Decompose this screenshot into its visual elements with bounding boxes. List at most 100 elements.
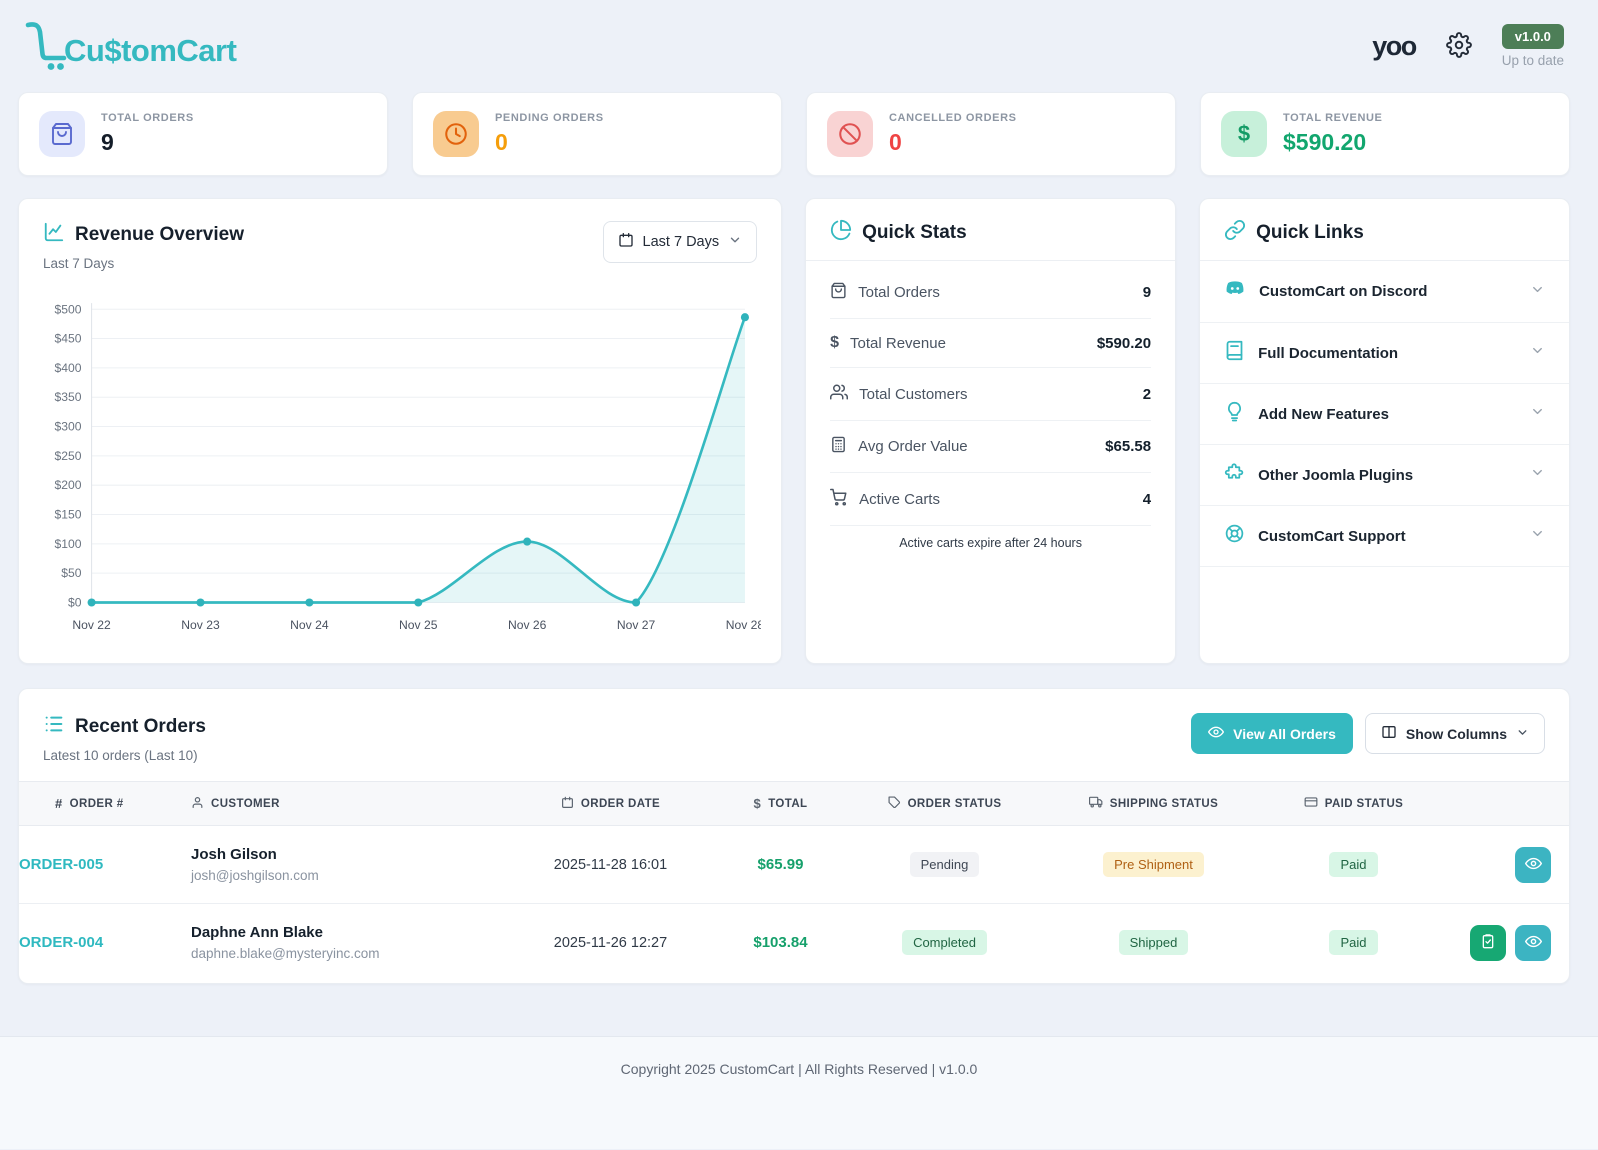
svg-text:Nov 28: Nov 28 bbox=[726, 618, 761, 632]
shipping-status-badge: Pre Shipment bbox=[1103, 852, 1204, 877]
tag-icon bbox=[888, 795, 901, 812]
col-order-status: ORDER STATUS bbox=[907, 797, 1002, 810]
quick-stat-row: Total Orders 9 bbox=[830, 267, 1152, 319]
quick-link-label: Other Joomla Plugins bbox=[1258, 466, 1414, 484]
quick-stat-value: 9 bbox=[1142, 284, 1152, 301]
quick-stat-row: $ Total Revenue $590.20 bbox=[830, 319, 1152, 368]
customer-name: Daphne Ann Blake bbox=[191, 924, 323, 941]
svg-text:$300: $300 bbox=[54, 420, 81, 434]
quick-links-list: CustomCart on Discord Full Documentation bbox=[1200, 261, 1569, 567]
line-chart-icon bbox=[43, 221, 65, 248]
col-order-date: ORDER DATE bbox=[580, 797, 661, 810]
eye-icon bbox=[1524, 855, 1542, 875]
pie-chart-icon bbox=[830, 219, 852, 246]
quick-link-label: CustomCart Support bbox=[1258, 527, 1406, 545]
page-footer: Copyright 2025 CustomCart | All Rights R… bbox=[0, 1036, 1598, 1149]
eye-icon bbox=[1524, 933, 1542, 953]
quick-stat-row: Avg Order Value $65.58 bbox=[830, 421, 1152, 473]
list-icon bbox=[43, 713, 65, 740]
col-total: TOTAL bbox=[768, 797, 808, 810]
quick-links-title: Quick Links bbox=[1256, 221, 1364, 243]
copyright-text: Copyright 2025 CustomCart | All Rights R… bbox=[620, 1061, 978, 1077]
top-bar: Cu$tomCart yoo v1.0.0 Up to date bbox=[18, 0, 1570, 92]
stat-value: 9 bbox=[101, 129, 114, 155]
order-status-badge: Pending bbox=[909, 852, 980, 877]
svg-text:Nov 26: Nov 26 bbox=[508, 618, 547, 632]
revenue-title: Revenue Overview bbox=[75, 223, 244, 245]
customer-name: Josh Gilson bbox=[191, 846, 277, 863]
col-customer: CUSTOMER bbox=[211, 797, 280, 810]
col-shipping-status: SHIPPING STATUS bbox=[1109, 797, 1219, 810]
dollar-icon: $ bbox=[753, 796, 762, 811]
quick-stats-title: Quick Stats bbox=[862, 221, 967, 243]
show-columns-button[interactable]: Show Columns bbox=[1364, 713, 1545, 754]
paid-status-badge: Paid bbox=[1329, 930, 1378, 955]
revenue-subtitle: Last 7 Days bbox=[43, 256, 115, 271]
svg-text:Nov 23: Nov 23 bbox=[181, 618, 220, 632]
svg-text:Nov 22: Nov 22 bbox=[72, 618, 111, 632]
book-icon bbox=[1224, 340, 1245, 366]
stat-card-total-orders: TOTAL ORDERS 9 bbox=[18, 92, 388, 176]
quick-stat-label: Avg Order Value bbox=[858, 438, 968, 455]
quick-stat-row: Active Carts 4 bbox=[830, 473, 1152, 526]
quick-link-discord[interactable]: CustomCart on Discord bbox=[1200, 261, 1569, 323]
shopping-bag-icon bbox=[39, 111, 85, 157]
quick-stat-label: Total Revenue bbox=[850, 334, 946, 352]
date-range-dropdown[interactable]: Last 7 Days bbox=[602, 221, 758, 263]
brand-name: Cu$tomCart bbox=[64, 32, 237, 68]
person-icon bbox=[191, 796, 204, 812]
order-number-link[interactable]: ORDER-005 bbox=[19, 856, 104, 873]
svg-text:$400: $400 bbox=[54, 361, 81, 375]
calendar-icon bbox=[618, 232, 634, 252]
svg-text:Nov 27: Nov 27 bbox=[617, 618, 656, 632]
order-total: $103.84 bbox=[753, 934, 808, 951]
shopping-bag-icon bbox=[830, 282, 847, 303]
settings-button[interactable] bbox=[1445, 31, 1472, 61]
lifebuoy-icon bbox=[1224, 523, 1245, 549]
ban-icon bbox=[827, 111, 873, 157]
shipping-status-badge: Shipped bbox=[1118, 930, 1189, 955]
view-order-button[interactable] bbox=[1515, 846, 1551, 883]
quick-link-features[interactable]: Add New Features bbox=[1200, 384, 1569, 445]
svg-text:$50: $50 bbox=[61, 566, 81, 580]
orders-table: # ORDER # CUSTOMER ORDER DATE $ TOTAL ORD… bbox=[19, 781, 1569, 981]
col-order-no: ORDER # bbox=[69, 797, 124, 810]
svg-text:Nov 24: Nov 24 bbox=[290, 618, 329, 632]
credit-card-icon bbox=[1304, 795, 1318, 812]
quick-stat-value: 2 bbox=[1142, 385, 1152, 403]
show-columns-label: Show Columns bbox=[1405, 725, 1507, 742]
view-all-orders-button[interactable]: View All Orders bbox=[1191, 713, 1353, 754]
quick-link-support[interactable]: CustomCart Support bbox=[1200, 506, 1569, 567]
calculator-icon bbox=[830, 436, 847, 457]
recent-orders-card: Recent Orders Latest 10 orders (Last 10)… bbox=[18, 688, 1570, 984]
quick-stat-label: Total Orders bbox=[858, 284, 940, 301]
order-number-link[interactable]: ORDER-004 bbox=[19, 934, 104, 951]
dollar-icon: $ bbox=[1221, 111, 1267, 157]
yoo-logo[interactable]: yoo bbox=[1372, 30, 1417, 61]
complete-order-button[interactable] bbox=[1470, 924, 1506, 961]
stat-label: PENDING ORDERS bbox=[495, 112, 604, 124]
stat-label: TOTAL ORDERS bbox=[101, 112, 194, 124]
orders-subtitle: Latest 10 orders (Last 10) bbox=[43, 748, 198, 763]
shopping-cart-icon bbox=[830, 488, 848, 510]
calendar-icon bbox=[561, 796, 574, 812]
chevron-down-icon bbox=[1530, 343, 1545, 363]
stat-card-cancelled-orders: CANCELLED ORDERS 0 bbox=[806, 92, 1176, 176]
clock-icon bbox=[433, 111, 479, 157]
dashboard-page: Cu$tomCart yoo v1.0.0 Up to date bbox=[18, 0, 1570, 984]
order-row: ORDER-005 Josh Gilson josh@joshgilson.co… bbox=[19, 826, 1569, 904]
stat-card-pending-orders: PENDING ORDERS 0 bbox=[412, 92, 782, 176]
stat-label: TOTAL REVENUE bbox=[1283, 112, 1383, 124]
quick-stat-value: $65.58 bbox=[1105, 438, 1152, 455]
quick-link-label: CustomCart on Discord bbox=[1259, 283, 1428, 300]
quick-stat-value: 4 bbox=[1142, 490, 1152, 508]
svg-text:$100: $100 bbox=[54, 537, 81, 551]
version-badge: v1.0.0 bbox=[1501, 24, 1564, 49]
order-total: $65.99 bbox=[757, 856, 804, 873]
quick-stats-card: Quick Stats Total Orders 9 $ Total Reven… bbox=[805, 198, 1177, 664]
order-date: 2025-11-26 12:27 bbox=[553, 934, 668, 951]
quick-link-documentation[interactable]: Full Documentation bbox=[1200, 323, 1569, 384]
revenue-overview-card: Revenue Overview Last 7 Days Last 7 Days bbox=[18, 198, 783, 664]
view-order-button[interactable] bbox=[1515, 924, 1551, 961]
quick-link-plugins[interactable]: Other Joomla Plugins bbox=[1200, 445, 1569, 506]
